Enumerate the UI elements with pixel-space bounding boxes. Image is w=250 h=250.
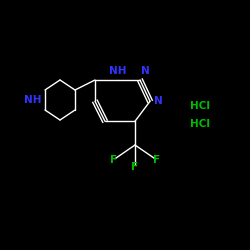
- Text: F: F: [110, 155, 117, 165]
- Text: HCl: HCl: [190, 101, 210, 111]
- Text: N: N: [154, 96, 162, 106]
- Text: HCl: HCl: [190, 119, 210, 129]
- Text: NH: NH: [109, 66, 126, 76]
- Text: F: F: [153, 155, 160, 165]
- Text: NH: NH: [24, 95, 41, 105]
- Text: N: N: [141, 66, 150, 76]
- Text: F: F: [132, 162, 138, 172]
